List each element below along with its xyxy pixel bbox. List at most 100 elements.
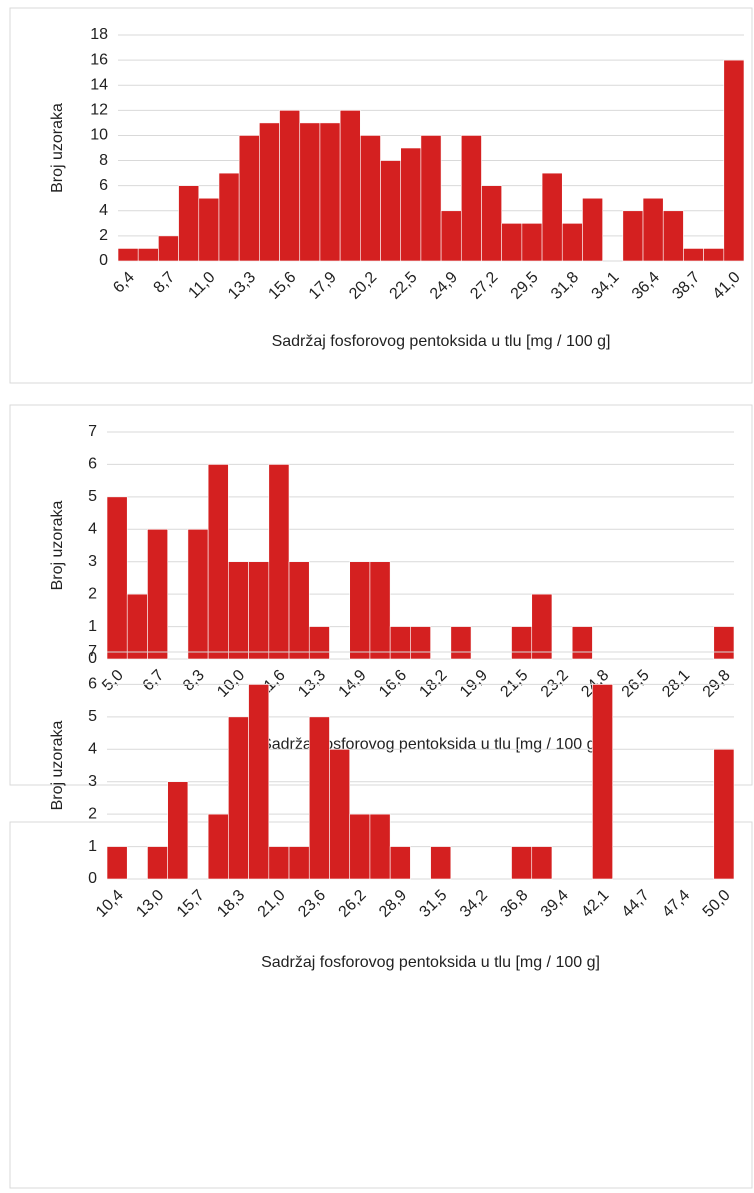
bar	[147, 528, 168, 660]
x-tick-label: 47,4	[659, 887, 693, 921]
bar	[450, 626, 472, 660]
x-tick-label: 39,4	[538, 887, 572, 921]
y-tick-label: 0	[88, 870, 97, 887]
x-tick-label: 21,5	[497, 667, 531, 701]
bar	[268, 464, 290, 660]
bar	[158, 235, 179, 262]
x-tick-label: 10,0	[214, 667, 248, 701]
bar	[117, 248, 139, 262]
bar	[541, 172, 563, 262]
bar	[430, 846, 452, 880]
bar	[531, 593, 553, 660]
x-tick-label: 28,1	[659, 667, 693, 701]
bar	[339, 110, 361, 262]
bar	[228, 561, 249, 660]
y-tick-label: 10	[90, 127, 108, 144]
y-tick-label: 2	[99, 227, 108, 244]
x-tick-label: 26,5	[619, 667, 653, 701]
x-tick-label: 17,9	[306, 269, 340, 303]
x-tick-label: 27,2	[467, 269, 501, 303]
bar	[410, 626, 431, 660]
y-tick-label: 1	[88, 618, 97, 635]
bar	[178, 185, 200, 262]
x-tick-label: 15,6	[265, 269, 299, 303]
bar	[389, 846, 411, 880]
y-axis-title: Broj uzoraka	[49, 500, 66, 590]
y-tick-label: 8	[99, 152, 108, 169]
x-tick-label: 22,5	[387, 269, 421, 303]
x-tick-label: 11,0	[185, 269, 218, 302]
x-tick-label: 31,8	[548, 269, 582, 303]
x-tick-label: 42,1	[578, 887, 612, 921]
bar	[299, 122, 321, 262]
bar	[723, 59, 745, 262]
bar	[389, 626, 411, 660]
bar	[259, 122, 280, 262]
y-tick-label: 6	[88, 456, 97, 473]
y-tick-label: 3	[88, 773, 97, 790]
bar	[481, 185, 502, 262]
x-tick-label: 16,6	[376, 667, 410, 701]
x-tick-label: 34,2	[457, 887, 491, 921]
x-tick-label: 14,9	[336, 667, 370, 701]
bar	[440, 210, 462, 262]
chart-frame	[9, 7, 753, 384]
x-tick-label: 21,0	[255, 887, 289, 921]
y-tick-label: 5	[88, 488, 97, 505]
bar	[349, 813, 371, 880]
bar	[400, 147, 422, 262]
bar	[238, 135, 260, 262]
bar	[207, 813, 229, 880]
bar	[501, 223, 523, 262]
y-tick-label: 14	[90, 76, 108, 93]
y-tick-label: 3	[88, 553, 97, 570]
bar	[106, 846, 128, 880]
bar	[187, 528, 209, 660]
bar	[308, 626, 330, 660]
bar	[703, 248, 725, 262]
x-tick-label: 50,0	[700, 887, 734, 921]
x-tick-label: 18,2	[416, 667, 450, 701]
bar	[329, 748, 351, 880]
bar	[147, 846, 168, 880]
x-tick-label: 20,2	[346, 269, 380, 303]
x-tick-label: 13,0	[133, 887, 167, 921]
bar	[218, 172, 240, 262]
x-tick-label: 10,4	[93, 887, 127, 921]
y-tick-label: 4	[88, 521, 97, 538]
x-tick-label: 5,0	[99, 667, 127, 695]
chart-frame	[9, 404, 753, 786]
bar	[683, 248, 704, 262]
bar	[126, 593, 148, 660]
bar	[369, 561, 391, 660]
bar	[319, 122, 341, 262]
y-tick-label: 16	[90, 51, 108, 68]
bar	[622, 210, 644, 262]
bar	[369, 813, 391, 880]
x-tick-label: 23,6	[295, 887, 329, 921]
x-tick-label: 24,9	[427, 269, 461, 303]
x-tick-label: 38,7	[669, 269, 703, 303]
x-tick-label: 13,3	[225, 269, 259, 303]
x-tick-label: 15,7	[174, 887, 208, 921]
bar	[460, 135, 482, 262]
bar	[642, 197, 664, 262]
x-axis-title: Sadržaj fosforovog pentoksida u tlu [mg …	[261, 954, 600, 971]
bar	[561, 223, 583, 262]
bar	[279, 110, 301, 262]
x-tick-label: 26,2	[336, 887, 370, 921]
bar	[360, 135, 381, 262]
x-tick-label: 6,7	[140, 667, 168, 695]
bar	[420, 135, 442, 262]
y-axis-title: Broj uzoraka	[49, 720, 66, 810]
x-tick-label: 8,3	[180, 667, 208, 695]
y-tick-label: 2	[88, 585, 97, 602]
x-tick-label: 28,9	[376, 887, 410, 921]
bar	[248, 684, 270, 880]
y-tick-label: 0	[99, 252, 108, 269]
bar	[308, 716, 330, 880]
x-tick-label: 13,3	[295, 667, 329, 701]
x-tick-label: 23,2	[538, 667, 572, 701]
x-tick-label: 19,9	[457, 667, 491, 701]
